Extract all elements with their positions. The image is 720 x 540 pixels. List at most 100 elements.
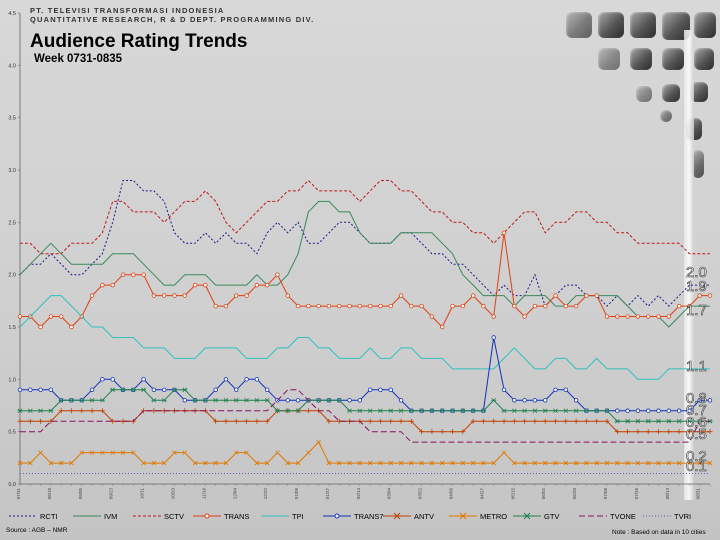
point-metro <box>295 460 301 466</box>
point-gtv <box>274 408 280 414</box>
legend-item-antv: ANTV <box>382 507 434 525</box>
point-antv <box>244 418 250 424</box>
point-trans <box>532 303 538 309</box>
point-gtv <box>110 387 116 393</box>
point-trans <box>666 314 672 319</box>
point-trans <box>543 303 548 309</box>
point-antv <box>686 429 692 435</box>
point-trans <box>326 303 332 309</box>
x-tick-label: 08/18 <box>47 488 52 500</box>
point-gtv <box>480 408 486 414</box>
point-metro <box>501 450 507 455</box>
point-metro <box>635 460 641 466</box>
point-metro <box>79 450 85 455</box>
series-line-trans <box>20 232 710 328</box>
point-metro <box>409 460 414 466</box>
point-antv <box>563 418 569 424</box>
point-gtv <box>491 397 497 403</box>
point-antv <box>625 429 631 435</box>
point-trans <box>306 303 311 309</box>
point-metro <box>419 460 424 466</box>
point-trans7 <box>635 408 641 413</box>
point-trans7 <box>110 377 115 382</box>
point-trans <box>254 282 260 288</box>
point-trans <box>594 293 599 298</box>
point-gtv <box>99 397 105 403</box>
point-metro <box>172 450 177 455</box>
y-tick-label: 4.0 <box>8 63 16 69</box>
point-antv <box>532 418 538 424</box>
point-trans7 <box>491 335 496 340</box>
point-metro <box>326 460 332 466</box>
point-trans7 <box>563 387 569 392</box>
point-gtv <box>68 397 74 403</box>
point-gtv <box>686 418 692 424</box>
legend-swatch <box>133 515 161 517</box>
point-trans7 <box>244 377 249 382</box>
point-antv <box>367 418 373 424</box>
point-metro <box>481 460 486 466</box>
series-line-trans7 <box>20 337 710 412</box>
series-line-rcti <box>19 180 710 308</box>
point-trans <box>337 303 342 309</box>
point-metro <box>192 460 198 466</box>
company-line-1: PT. TELEVISI TRANSFORMASI INDONESIA <box>30 6 225 15</box>
point-gtv <box>326 397 332 403</box>
legend-item-tvone: TVONE <box>578 507 636 525</box>
point-trans <box>89 293 95 298</box>
point-metro <box>244 450 249 455</box>
point-trans <box>615 314 620 319</box>
point-metro <box>594 460 599 466</box>
x-tick-label: 08/31 <box>696 488 701 500</box>
point-metro <box>439 460 445 466</box>
point-trans <box>419 303 424 309</box>
point-antv <box>604 418 610 424</box>
point-metro <box>707 460 713 466</box>
point-metro <box>213 460 218 466</box>
point-trans <box>100 282 105 288</box>
point-antv <box>79 408 85 414</box>
point-trans <box>120 272 126 277</box>
point-trans <box>223 303 229 309</box>
point-gtv <box>254 397 260 403</box>
legend-item-trans7: TRANS7 <box>322 507 384 525</box>
point-trans7 <box>295 398 301 403</box>
point-metro <box>512 460 517 466</box>
point-metro <box>100 450 105 455</box>
point-trans <box>388 303 393 309</box>
point-antv <box>697 429 703 435</box>
legend-label: RCTI <box>40 511 58 521</box>
point-antv <box>542 418 548 424</box>
point-metro <box>656 460 661 466</box>
point-trans <box>347 303 352 309</box>
point-trans <box>584 293 589 298</box>
point-antv <box>254 418 260 424</box>
point-antv <box>553 418 559 424</box>
point-trans <box>501 230 507 235</box>
legend-label: TPI <box>292 511 304 521</box>
point-trans <box>213 303 218 309</box>
point-metro <box>388 460 394 466</box>
chart-legend: RCTI IVM SCTV TRANS TPI TRANS7 ANTV METRO GTV TVO… <box>0 507 720 525</box>
legend-label: TRANS7 <box>354 511 384 521</box>
point-trans <box>604 314 610 319</box>
point-metro <box>38 450 43 455</box>
right-value-label: 0.6 <box>686 414 707 431</box>
point-metro <box>110 450 115 455</box>
point-gtv <box>161 397 167 403</box>
point-gtv <box>429 408 435 414</box>
point-gtv <box>38 408 44 414</box>
point-gtv <box>89 397 95 403</box>
point-trans <box>316 303 321 309</box>
chart-subtitle: Week 0731-0835 <box>34 53 123 65</box>
point-trans <box>172 293 177 298</box>
point-antv <box>419 429 425 435</box>
point-trans <box>635 314 641 319</box>
point-metro <box>120 450 126 455</box>
point-metro <box>264 460 270 466</box>
point-trans7 <box>378 387 383 392</box>
legend-label: SCTV <box>164 511 185 521</box>
point-metro <box>69 460 74 466</box>
x-tick-label: 04/27 <box>479 488 484 500</box>
